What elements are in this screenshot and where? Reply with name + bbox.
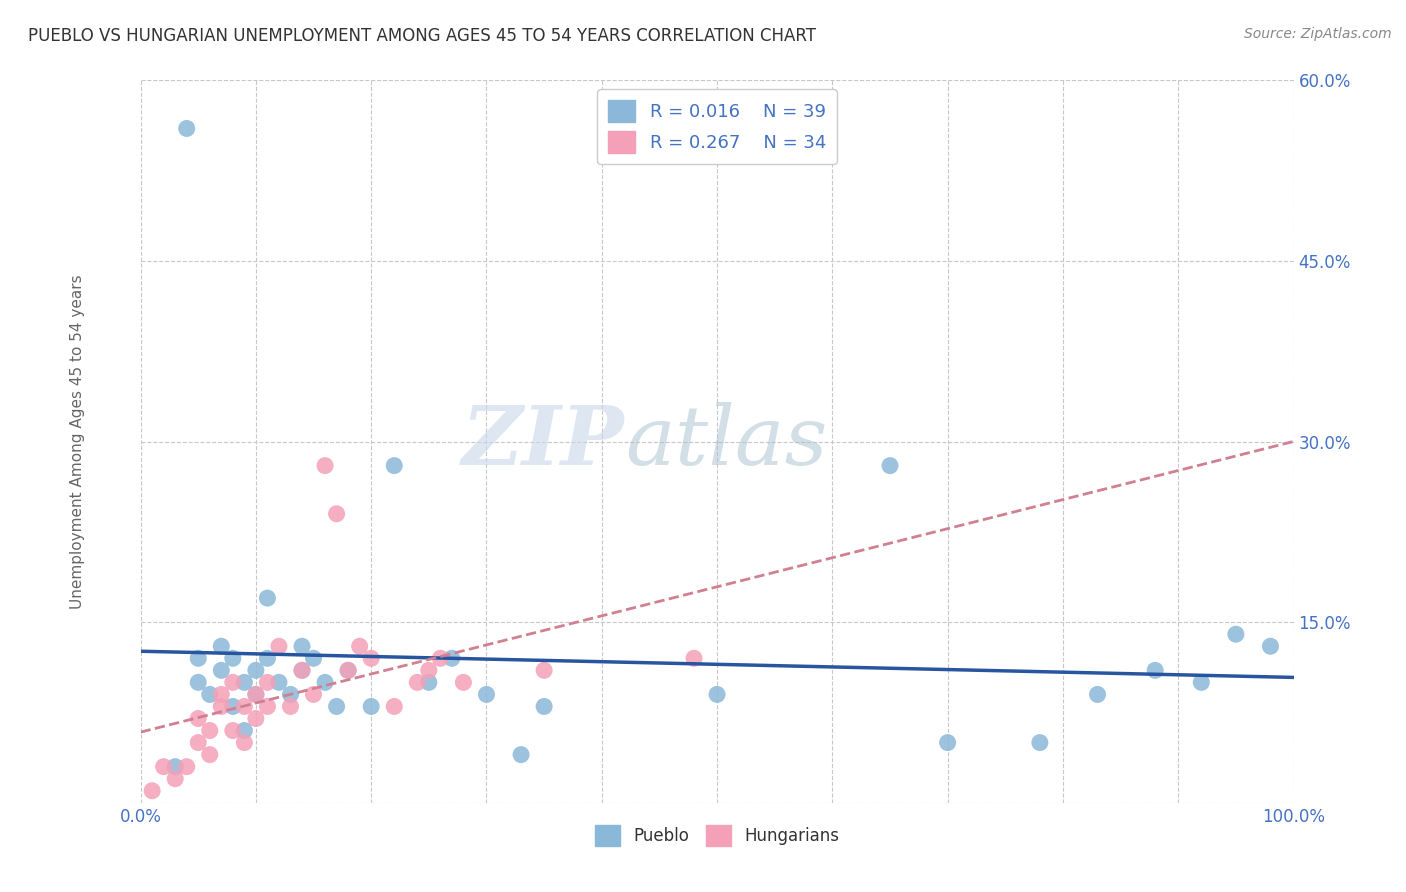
Point <box>1189 675 1212 690</box>
Text: ZIP: ZIP <box>463 401 624 482</box>
Point <box>245 687 267 701</box>
Point <box>302 651 325 665</box>
Point <box>256 675 278 690</box>
Point <box>267 675 290 690</box>
Point <box>1029 735 1052 749</box>
Point <box>187 675 209 690</box>
Point <box>176 121 198 136</box>
Point <box>176 760 198 774</box>
Point <box>222 723 245 738</box>
Point <box>314 675 336 690</box>
Point <box>429 651 451 665</box>
Point <box>475 687 498 701</box>
Point <box>280 687 302 701</box>
Point <box>222 675 245 690</box>
Point <box>1225 627 1247 641</box>
Point <box>349 639 371 653</box>
Point <box>245 687 267 701</box>
Point <box>256 651 278 665</box>
Point <box>337 664 360 678</box>
Point <box>233 735 256 749</box>
Point <box>337 664 360 678</box>
Point <box>1260 639 1282 653</box>
Point <box>256 699 278 714</box>
Text: PUEBLO VS HUNGARIAN UNEMPLOYMENT AMONG AGES 45 TO 54 YEARS CORRELATION CHART: PUEBLO VS HUNGARIAN UNEMPLOYMENT AMONG A… <box>28 27 815 45</box>
Legend: Pueblo, Hungarians: Pueblo, Hungarians <box>588 819 846 852</box>
Point <box>533 664 555 678</box>
Point <box>418 675 440 690</box>
Point <box>533 699 555 714</box>
Point <box>209 639 232 653</box>
Point <box>165 760 187 774</box>
Point <box>187 712 209 726</box>
Point <box>314 458 336 473</box>
Point <box>245 712 267 726</box>
Point <box>222 651 245 665</box>
Point <box>291 664 314 678</box>
Point <box>706 687 728 701</box>
Point <box>256 591 278 606</box>
Point <box>209 699 232 714</box>
Point <box>187 735 209 749</box>
Point <box>152 760 174 774</box>
Point <box>440 651 463 665</box>
Point <box>510 747 533 762</box>
Point <box>325 507 347 521</box>
Point <box>198 747 221 762</box>
Point <box>406 675 429 690</box>
Point <box>245 664 267 678</box>
Point <box>291 639 314 653</box>
Point <box>382 458 405 473</box>
Point <box>683 651 706 665</box>
Point <box>280 699 302 714</box>
Point <box>267 639 290 653</box>
Point <box>360 699 382 714</box>
Point <box>209 687 232 701</box>
Point <box>1144 664 1167 678</box>
Point <box>209 664 232 678</box>
Point <box>233 675 256 690</box>
Text: Source: ZipAtlas.com: Source: ZipAtlas.com <box>1244 27 1392 41</box>
Text: atlas: atlas <box>624 401 827 482</box>
Point <box>198 723 221 738</box>
Point <box>198 687 221 701</box>
Point <box>879 458 901 473</box>
Point <box>291 664 314 678</box>
Point <box>302 687 325 701</box>
Point <box>382 699 405 714</box>
Point <box>936 735 959 749</box>
Point <box>233 699 256 714</box>
Point <box>325 699 347 714</box>
Point <box>222 699 245 714</box>
Point <box>1087 687 1109 701</box>
Point <box>453 675 475 690</box>
Point <box>165 772 187 786</box>
Point <box>418 664 440 678</box>
Y-axis label: Unemployment Among Ages 45 to 54 years: Unemployment Among Ages 45 to 54 years <box>70 274 84 609</box>
Point <box>141 784 163 798</box>
Point <box>233 723 256 738</box>
Point <box>360 651 382 665</box>
Point <box>187 651 209 665</box>
